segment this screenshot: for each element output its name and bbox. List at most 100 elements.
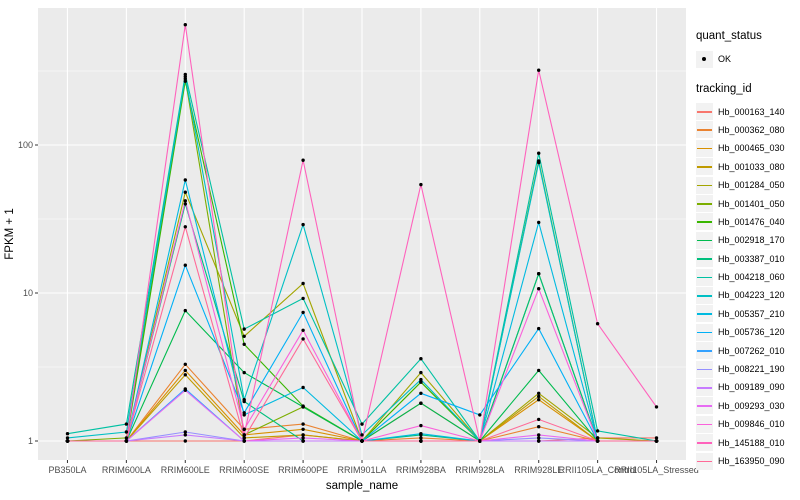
- data-point: [360, 439, 364, 443]
- data-point: [301, 427, 305, 431]
- line-key-icon: [696, 231, 713, 249]
- legend-label: Hb_001401_050: [718, 198, 785, 209]
- data-point: [478, 413, 482, 417]
- series-color-swatch: [697, 147, 712, 150]
- data-point: [537, 433, 541, 437]
- x-tick-label: RRIM901LA: [337, 465, 386, 475]
- point-key-icon: [696, 50, 713, 68]
- data-point: [301, 405, 305, 409]
- legend-label: Hb_009846_010: [718, 419, 785, 430]
- legend-entry-Hb_145188_010: Hb_145188_010: [696, 433, 800, 452]
- data-point: [65, 436, 70, 440]
- x-tick-label: RRII105LA_Control: [559, 465, 637, 475]
- tracking-id-entries: Hb_000163_140 Hb_000362_080 Hb_000465_030 H…: [696, 102, 800, 470]
- series-color-swatch: [697, 129, 712, 132]
- data-point: [301, 422, 305, 426]
- line-key-icon: [696, 342, 713, 360]
- y-tick-label: 100: [18, 140, 33, 150]
- y-tick-label: 1: [28, 436, 33, 446]
- data-point: [537, 368, 541, 373]
- data-point: [124, 422, 129, 426]
- data-point: [124, 430, 129, 434]
- line-key-icon: [696, 305, 713, 323]
- series-color-swatch: [697, 368, 712, 371]
- legend-title-tracking-id: tracking_id: [696, 83, 752, 96]
- data-point: [242, 427, 246, 431]
- line-key-icon: [696, 121, 713, 139]
- series-color-swatch: [697, 239, 712, 242]
- x-tick-label: RRII105LA_Stressed: [614, 465, 699, 475]
- legend-title-quant-status: quant_status: [696, 30, 762, 42]
- data-point: [183, 202, 187, 206]
- data-point: [595, 436, 600, 440]
- data-point: [301, 337, 305, 341]
- line-key-icon: [696, 360, 713, 378]
- data-point: [537, 68, 541, 72]
- series-color-swatch: [697, 331, 712, 334]
- data-point: [654, 436, 659, 440]
- x-tick-label: RRIM600LA: [102, 465, 151, 475]
- legend-label: Hb_000362_080: [718, 124, 785, 135]
- data-point: [537, 391, 541, 395]
- data-point: [537, 394, 541, 399]
- data-point: [183, 199, 187, 203]
- data-point: [419, 357, 423, 361]
- data-point: [183, 388, 187, 392]
- data-point: [183, 430, 187, 434]
- data-point: [537, 425, 541, 429]
- data-point: [301, 310, 305, 315]
- data-point: [537, 160, 541, 165]
- line-key-icon: [696, 415, 713, 433]
- data-point: [419, 370, 423, 375]
- data-point: [478, 439, 482, 443]
- legend-label: Hb_008221_190: [718, 364, 785, 375]
- legend-label: Hb_005357_210: [718, 308, 785, 319]
- legend-entry-Hb_001401_050: Hb_001401_050: [696, 194, 800, 213]
- data-point: [301, 439, 305, 443]
- x-tick-label: RRIM928BA: [396, 465, 446, 475]
- x-tick-label: RRIM928LE: [514, 465, 563, 475]
- legend-entry-Hb_001476_040: Hb_001476_040: [696, 213, 800, 231]
- data-point: [242, 342, 246, 346]
- data-point: [183, 178, 187, 182]
- ok-point-icon: [702, 56, 706, 61]
- legend-label: Hb_004218_060: [718, 272, 785, 283]
- data-point: [242, 433, 246, 437]
- series-color-swatch: [697, 166, 712, 168]
- legend-label: Hb_003387_010: [718, 253, 785, 264]
- legend-label: Hb_000163_140: [718, 106, 785, 117]
- data-point: [537, 417, 541, 422]
- legend-label: Hb_009293_030: [718, 400, 785, 411]
- x-tick-label: RRIM600LE: [161, 465, 210, 475]
- line-key-icon: [696, 139, 713, 157]
- data-point: [124, 439, 129, 443]
- data-point: [537, 326, 541, 331]
- data-point: [65, 432, 70, 436]
- line-key-icon: [696, 176, 713, 194]
- data-point: [595, 322, 600, 326]
- data-point: [183, 79, 187, 83]
- series-color-swatch: [697, 203, 712, 205]
- data-point: [419, 377, 423, 382]
- series-color-swatch: [697, 313, 712, 315]
- legend-entry-Hb_000163_140: Hb_000163_140: [696, 102, 800, 121]
- data-point: [537, 151, 541, 155]
- data-point: [242, 327, 246, 331]
- data-point: [183, 368, 187, 373]
- series-color-swatch: [697, 221, 712, 224]
- series-color-swatch: [697, 276, 712, 279]
- legend-label-ok: OK: [718, 54, 732, 65]
- data-point: [537, 436, 541, 440]
- series-color-swatch: [697, 350, 712, 352]
- data-point: [242, 436, 246, 440]
- data-point: [183, 433, 187, 437]
- line-key-icon: [696, 452, 713, 470]
- line-key-icon: [696, 286, 713, 304]
- legend: quant_status OK tracking_id Hb_000163_14…: [696, 30, 800, 470]
- line-key-icon: [696, 397, 713, 415]
- line-key-icon: [696, 378, 713, 396]
- series-color-swatch: [697, 111, 712, 113]
- data-point: [419, 432, 423, 436]
- data-point: [654, 439, 659, 443]
- legend-entry-Hb_000465_030: Hb_000465_030: [696, 139, 800, 157]
